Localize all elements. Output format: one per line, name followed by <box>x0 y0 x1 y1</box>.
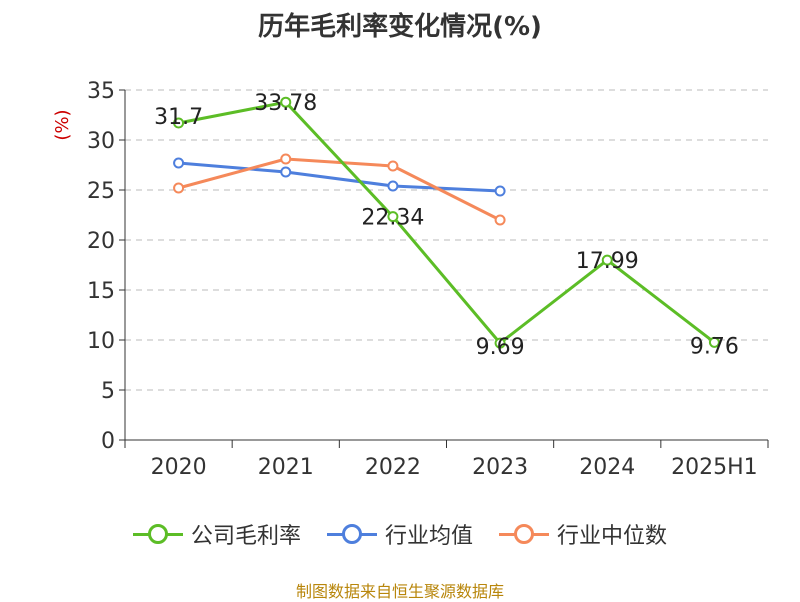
y-tick-label-15: 15 <box>87 279 115 304</box>
chart-legend: 公司毛利率 行业均值 行业中位数 <box>0 518 800 550</box>
legend-marker-industry-median <box>499 523 549 545</box>
y-tick-label-30: 30 <box>87 129 115 154</box>
series-1-point-2020 <box>173 157 185 169</box>
data-label-2024: 17.99 <box>576 249 639 274</box>
series-line-1 <box>178 161 501 193</box>
series-2-point-2021 <box>280 153 292 165</box>
series-0-point-2021 <box>280 96 292 108</box>
legend-label-industry-median: 行业中位数 <box>557 524 668 549</box>
data-label-2022: 22.34 <box>361 206 424 231</box>
y-tick-label-25: 25 <box>87 179 115 204</box>
x-tick-label-2024: 2024 <box>579 455 635 480</box>
y-tick-label-35: 35 <box>87 79 115 104</box>
series-1-point-2021 <box>280 166 292 178</box>
data-source-note: 制图数据来自恒生聚源数据库 <box>295 582 504 601</box>
data-label-2021: 33.78 <box>254 91 317 116</box>
data-label-2025H1: 9.76 <box>690 334 739 359</box>
series-line-0 <box>178 100 716 345</box>
series-2-point-2022 <box>387 160 399 172</box>
x-tick-label-2020: 2020 <box>151 455 207 480</box>
x-tick-label-2025H1: 2025H1 <box>671 455 758 480</box>
x-tick-label-2022: 2022 <box>365 455 421 480</box>
series-0-point-2025H1 <box>708 336 720 348</box>
y-tick-label-5: 5 <box>101 379 115 404</box>
legend-label-company: 公司毛利率 <box>190 524 301 549</box>
series-1-point-2023 <box>494 185 506 197</box>
series-1-point-2022 <box>387 180 399 192</box>
y-axis-label: (%) <box>52 109 73 140</box>
y-tick-label-0: 0 <box>101 429 115 454</box>
series-2-point-2023 <box>494 214 506 226</box>
x-tick-label-2023: 2023 <box>472 455 528 480</box>
y-tick-label-20: 20 <box>87 229 115 254</box>
series-0-point-2022 <box>387 211 399 223</box>
series-0-point-2024 <box>601 254 613 266</box>
legend-label-industry-mean: 行业均值 <box>384 524 473 549</box>
series-2-point-2020 <box>173 182 185 194</box>
data-label-2023: 9.69 <box>476 335 525 360</box>
legend-marker-industry-mean <box>326 523 377 545</box>
data-label-2020: 31.7 <box>154 105 203 130</box>
chart-title: 历年毛利率变化情况(%) <box>258 12 542 42</box>
legend-item-company[interactable]: 公司毛利率 <box>132 518 301 550</box>
x-tick-label-2021: 2021 <box>258 455 314 480</box>
y-tick-label-10: 10 <box>87 329 115 354</box>
legend-marker-company <box>132 523 183 545</box>
series-0-point-2020 <box>173 117 185 129</box>
series-line-2 <box>178 157 501 222</box>
series-0-point-2023 <box>494 337 506 349</box>
legend-item-industry-mean[interactable]: 行业均值 <box>326 518 473 550</box>
legend-item-industry-median[interactable]: 行业中位数 <box>499 518 667 550</box>
